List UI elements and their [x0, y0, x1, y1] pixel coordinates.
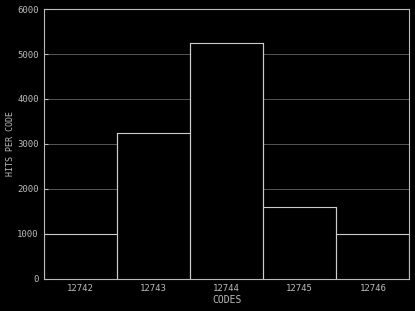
X-axis label: CODES: CODES	[212, 295, 241, 305]
Y-axis label: HITS PER CODE: HITS PER CODE	[5, 111, 15, 176]
